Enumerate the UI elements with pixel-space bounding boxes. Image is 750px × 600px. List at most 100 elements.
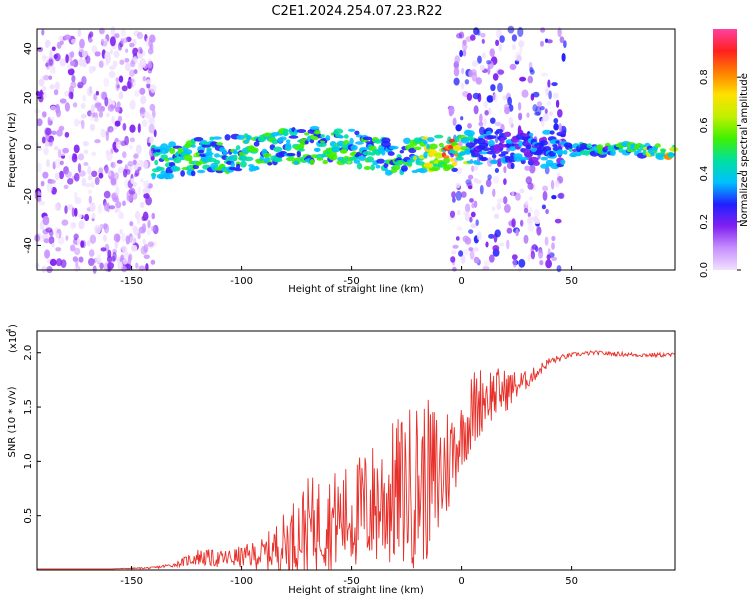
spectrogram-cell	[482, 266, 490, 271]
spectrogram-cell	[503, 166, 507, 174]
spectrogram-ridge-cell	[240, 160, 247, 168]
spectrogram-cell	[462, 49, 467, 57]
spectrogram-cell	[59, 58, 67, 67]
spectrogram-ridge-cell	[272, 158, 283, 163]
spectrogram-cell	[123, 250, 129, 259]
spectrogram-cell	[553, 118, 559, 124]
spectrogram-cell	[493, 213, 500, 219]
spectrogram-cell	[527, 212, 531, 218]
spectrogram-cell	[130, 60, 136, 68]
spectrogram-ridge-cell	[452, 145, 462, 152]
spectrogram-cell	[115, 201, 122, 209]
spectrogram-cell	[489, 48, 495, 57]
colorbar-tick-label: 0.8	[699, 69, 710, 85]
spectrogram-cell	[105, 131, 110, 142]
spectrogram-cell	[100, 128, 106, 138]
spectrogram-cell	[81, 119, 85, 130]
spectrogram-ridge-cell	[570, 151, 577, 158]
spectrogram-ridge-cell	[322, 159, 329, 165]
spectrogram-cell	[466, 182, 473, 188]
spectrogram-ridge-cell	[387, 151, 395, 156]
spectrogram-cell	[85, 183, 92, 188]
spectrogram-cell	[557, 109, 563, 118]
spectrogram-cell	[91, 151, 97, 156]
spectrogram-cell	[494, 229, 501, 238]
spectrogram-cell	[122, 258, 128, 265]
spectrogram-cell	[36, 46, 44, 53]
spectrogram-cell	[44, 249, 51, 259]
spectrogram-cell	[114, 172, 119, 180]
spectrogram-cell	[59, 170, 64, 180]
spectrogram-ridge-cell	[243, 139, 249, 144]
spectrogram-cell	[462, 235, 470, 243]
spectrogram-cell	[494, 168, 499, 173]
spectrogram-cell	[103, 77, 110, 88]
spectrogram-cell	[509, 63, 517, 70]
spectrogram-cell	[89, 123, 96, 131]
spectrogram-cell	[88, 258, 95, 266]
spectrogram-cell	[150, 225, 156, 232]
spectrogram-cell	[109, 127, 113, 133]
spectrogram-cell	[127, 254, 132, 265]
spectrogram-marks	[34, 25, 679, 274]
spectrogram-ridge-cell	[318, 142, 327, 147]
spectrogram-cell	[124, 57, 130, 63]
spectrogram-cell	[89, 31, 94, 38]
spectrogram-ridge-cell	[355, 141, 364, 145]
spectrogram-cell	[74, 191, 78, 200]
spectrogram-cell	[100, 105, 105, 112]
spectrogram-cell	[121, 232, 126, 242]
spectrogram-ridge-cell	[210, 141, 219, 147]
spectrogram-cell	[95, 90, 99, 96]
spectrogram-cell	[511, 254, 518, 260]
spectrogram-cell	[135, 262, 139, 269]
spectrogram-cell	[80, 240, 85, 248]
spectrogram-cell	[498, 43, 503, 52]
spectrogram-cell	[453, 67, 460, 77]
spectrogram-ridge-cell	[243, 156, 254, 162]
spectrogram-cell	[460, 116, 464, 121]
spectrogram-cell	[492, 245, 500, 252]
spectrogram-cell	[506, 227, 513, 234]
spectrogram-cell	[120, 38, 124, 44]
spectrogram-cell	[51, 130, 57, 135]
spectrogram-cell	[63, 184, 69, 190]
spectrogram-ridge-cell	[389, 145, 399, 150]
spectrogram-cell	[121, 245, 128, 253]
spectrogram-cell	[110, 177, 117, 186]
spectrogram-cell	[150, 155, 155, 162]
spectrogram-cell	[519, 45, 523, 55]
spectrogram-cell	[149, 136, 154, 144]
spectrogram-cell	[125, 235, 130, 245]
spectrogram-ridge-cell	[427, 137, 435, 143]
spectrogram-cell	[89, 234, 97, 244]
spectrogram-cell	[529, 69, 535, 75]
snr-y-tick-label: 0.5	[23, 508, 34, 524]
spectrogram-cell	[143, 193, 150, 199]
spectrogram-ridge-cell	[234, 168, 243, 172]
spectrogram-cell	[511, 218, 516, 228]
spectrogram-cell	[455, 190, 462, 201]
spectrogram-cell	[98, 172, 104, 179]
spectrogram-cell	[485, 241, 489, 248]
spectrogram-ridge-cell	[286, 152, 296, 157]
spectrogram-cell	[503, 196, 508, 205]
spectrogram-cell	[64, 34, 71, 40]
spectrogram-ridge-cell	[495, 128, 503, 134]
spectrogram-cell	[137, 186, 141, 196]
spectrogram-x-tick-label: -150	[120, 276, 143, 287]
spectrogram-ridge-cell	[296, 150, 301, 155]
spectrogram-cell	[74, 207, 78, 217]
spectrogram-cell	[46, 159, 50, 168]
spectrogram-cell	[90, 104, 95, 114]
spectrogram-cell	[147, 47, 154, 55]
spectrogram-ridge-cell	[249, 147, 259, 153]
spectrogram-cell	[486, 95, 494, 103]
spectrogram-cell	[449, 210, 456, 218]
spectrogram-cell	[475, 219, 479, 227]
spectrogram-cell	[55, 232, 60, 239]
spectrogram-ridge-cell	[426, 143, 431, 150]
spectrogram-cell	[48, 75, 53, 80]
spectrogram-cell	[544, 86, 550, 94]
spectrogram-cell	[112, 197, 120, 203]
